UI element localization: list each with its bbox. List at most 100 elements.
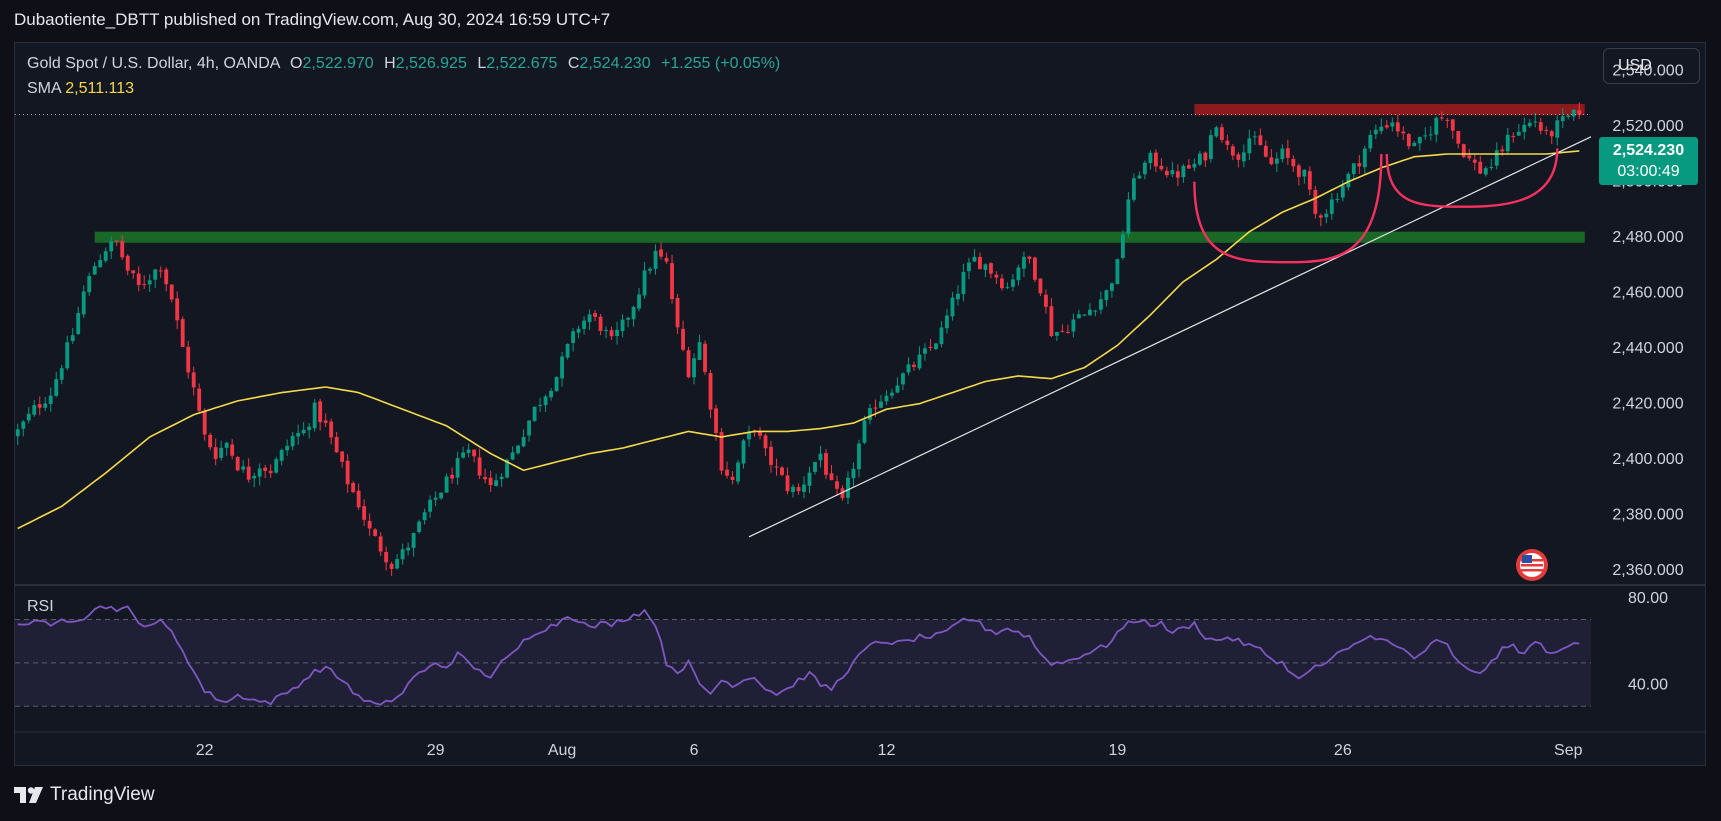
candle[interactable] [329,421,334,438]
candle[interactable] [114,240,119,242]
time-axis-label[interactable]: 22 [196,742,214,759]
candle[interactable] [323,420,328,423]
candle[interactable] [813,461,817,472]
candle[interactable] [373,529,378,536]
currency-button[interactable]: USD [1603,48,1700,84]
candle[interactable] [1291,158,1296,167]
candle[interactable] [873,407,878,409]
candle[interactable] [274,459,279,473]
candle[interactable] [1511,136,1516,138]
candle[interactable] [1368,134,1373,149]
candle[interactable] [928,346,933,348]
candle[interactable] [1351,163,1356,174]
candle[interactable] [241,466,246,470]
candle[interactable] [1225,140,1230,145]
candle[interactable] [851,468,856,479]
candle[interactable] [224,442,229,448]
candle[interactable] [1060,330,1065,332]
candle[interactable] [868,408,872,420]
candle[interactable] [1241,152,1246,162]
candle[interactable] [186,346,191,373]
candle[interactable] [131,270,136,274]
candle[interactable] [642,270,647,296]
candle[interactable] [1186,165,1191,169]
candle[interactable] [1346,173,1351,188]
candle[interactable] [1247,138,1252,154]
candle[interactable] [136,273,141,286]
candle[interactable] [213,447,218,459]
candle[interactable] [1527,122,1532,127]
candle[interactable] [664,257,669,262]
candle[interactable] [1131,178,1136,200]
candle[interactable] [1456,130,1461,144]
candle[interactable] [1445,119,1450,121]
candle[interactable] [1164,170,1169,176]
candle[interactable] [252,475,257,479]
candle[interactable] [59,368,64,380]
candle[interactable] [835,481,839,489]
candle[interactable] [1555,120,1560,138]
candle[interactable] [785,475,790,492]
candle[interactable] [466,449,471,453]
candle[interactable] [730,476,735,480]
candle[interactable] [290,435,295,447]
candle[interactable] [939,327,944,345]
candle[interactable] [934,343,938,350]
candle[interactable] [54,379,59,396]
candle[interactable] [1577,110,1582,115]
candle[interactable] [1280,148,1285,160]
rounding-bottom-curve-1[interactable] [1193,153,1383,264]
price-axis-label[interactable]: 2,420.000 [1612,396,1683,413]
candle[interactable] [1203,152,1208,161]
candle[interactable] [829,473,834,481]
candle[interactable] [1461,144,1466,157]
candle[interactable] [670,263,674,300]
candle[interactable] [1560,116,1565,122]
candle[interactable] [758,431,762,436]
candle[interactable] [1043,294,1048,307]
time-axis-label[interactable]: Sep [1554,742,1583,759]
candle[interactable] [1011,279,1015,287]
rsi-axis-label[interactable]: 40.00 [1628,677,1668,694]
candle[interactable] [697,342,702,360]
candle[interactable] [1065,331,1070,333]
candle[interactable] [494,480,499,487]
candle[interactable] [1428,134,1433,136]
candle[interactable] [648,268,652,271]
candle[interactable] [1263,145,1268,157]
candle[interactable] [1005,287,1010,289]
candle[interactable] [1395,122,1400,132]
candle[interactable] [1054,331,1059,336]
candle[interactable] [1379,126,1384,132]
price-axis-label[interactable]: 2,480.000 [1612,229,1683,246]
time-axis-label[interactable]: 19 [1108,742,1126,759]
candle[interactable] [1208,135,1213,159]
candle[interactable] [444,476,449,493]
candle[interactable] [1285,148,1290,158]
candle[interactable] [1450,119,1455,131]
candle[interactable] [1087,309,1092,316]
candle[interactable] [246,466,251,480]
candle[interactable] [857,443,861,470]
candle[interactable] [659,249,663,257]
chart-frame[interactable] [14,42,1706,766]
candle[interactable] [257,468,262,477]
candle[interactable] [340,451,345,462]
candle[interactable] [26,413,31,421]
candle[interactable] [708,372,713,410]
candle[interactable] [747,431,751,440]
candle[interactable] [1049,306,1054,337]
candle[interactable] [345,460,350,485]
candle[interactable] [681,328,685,350]
candle[interactable] [1016,267,1021,281]
candle[interactable] [76,313,81,335]
candle[interactable] [235,456,240,471]
candle[interactable] [538,405,543,407]
candle[interactable] [994,274,999,278]
candle[interactable] [1109,283,1114,291]
candle[interactable] [1230,146,1235,156]
candle[interactable] [1302,169,1307,177]
candle[interactable] [983,264,988,270]
candle[interactable] [1153,152,1158,167]
candle[interactable] [384,552,389,563]
